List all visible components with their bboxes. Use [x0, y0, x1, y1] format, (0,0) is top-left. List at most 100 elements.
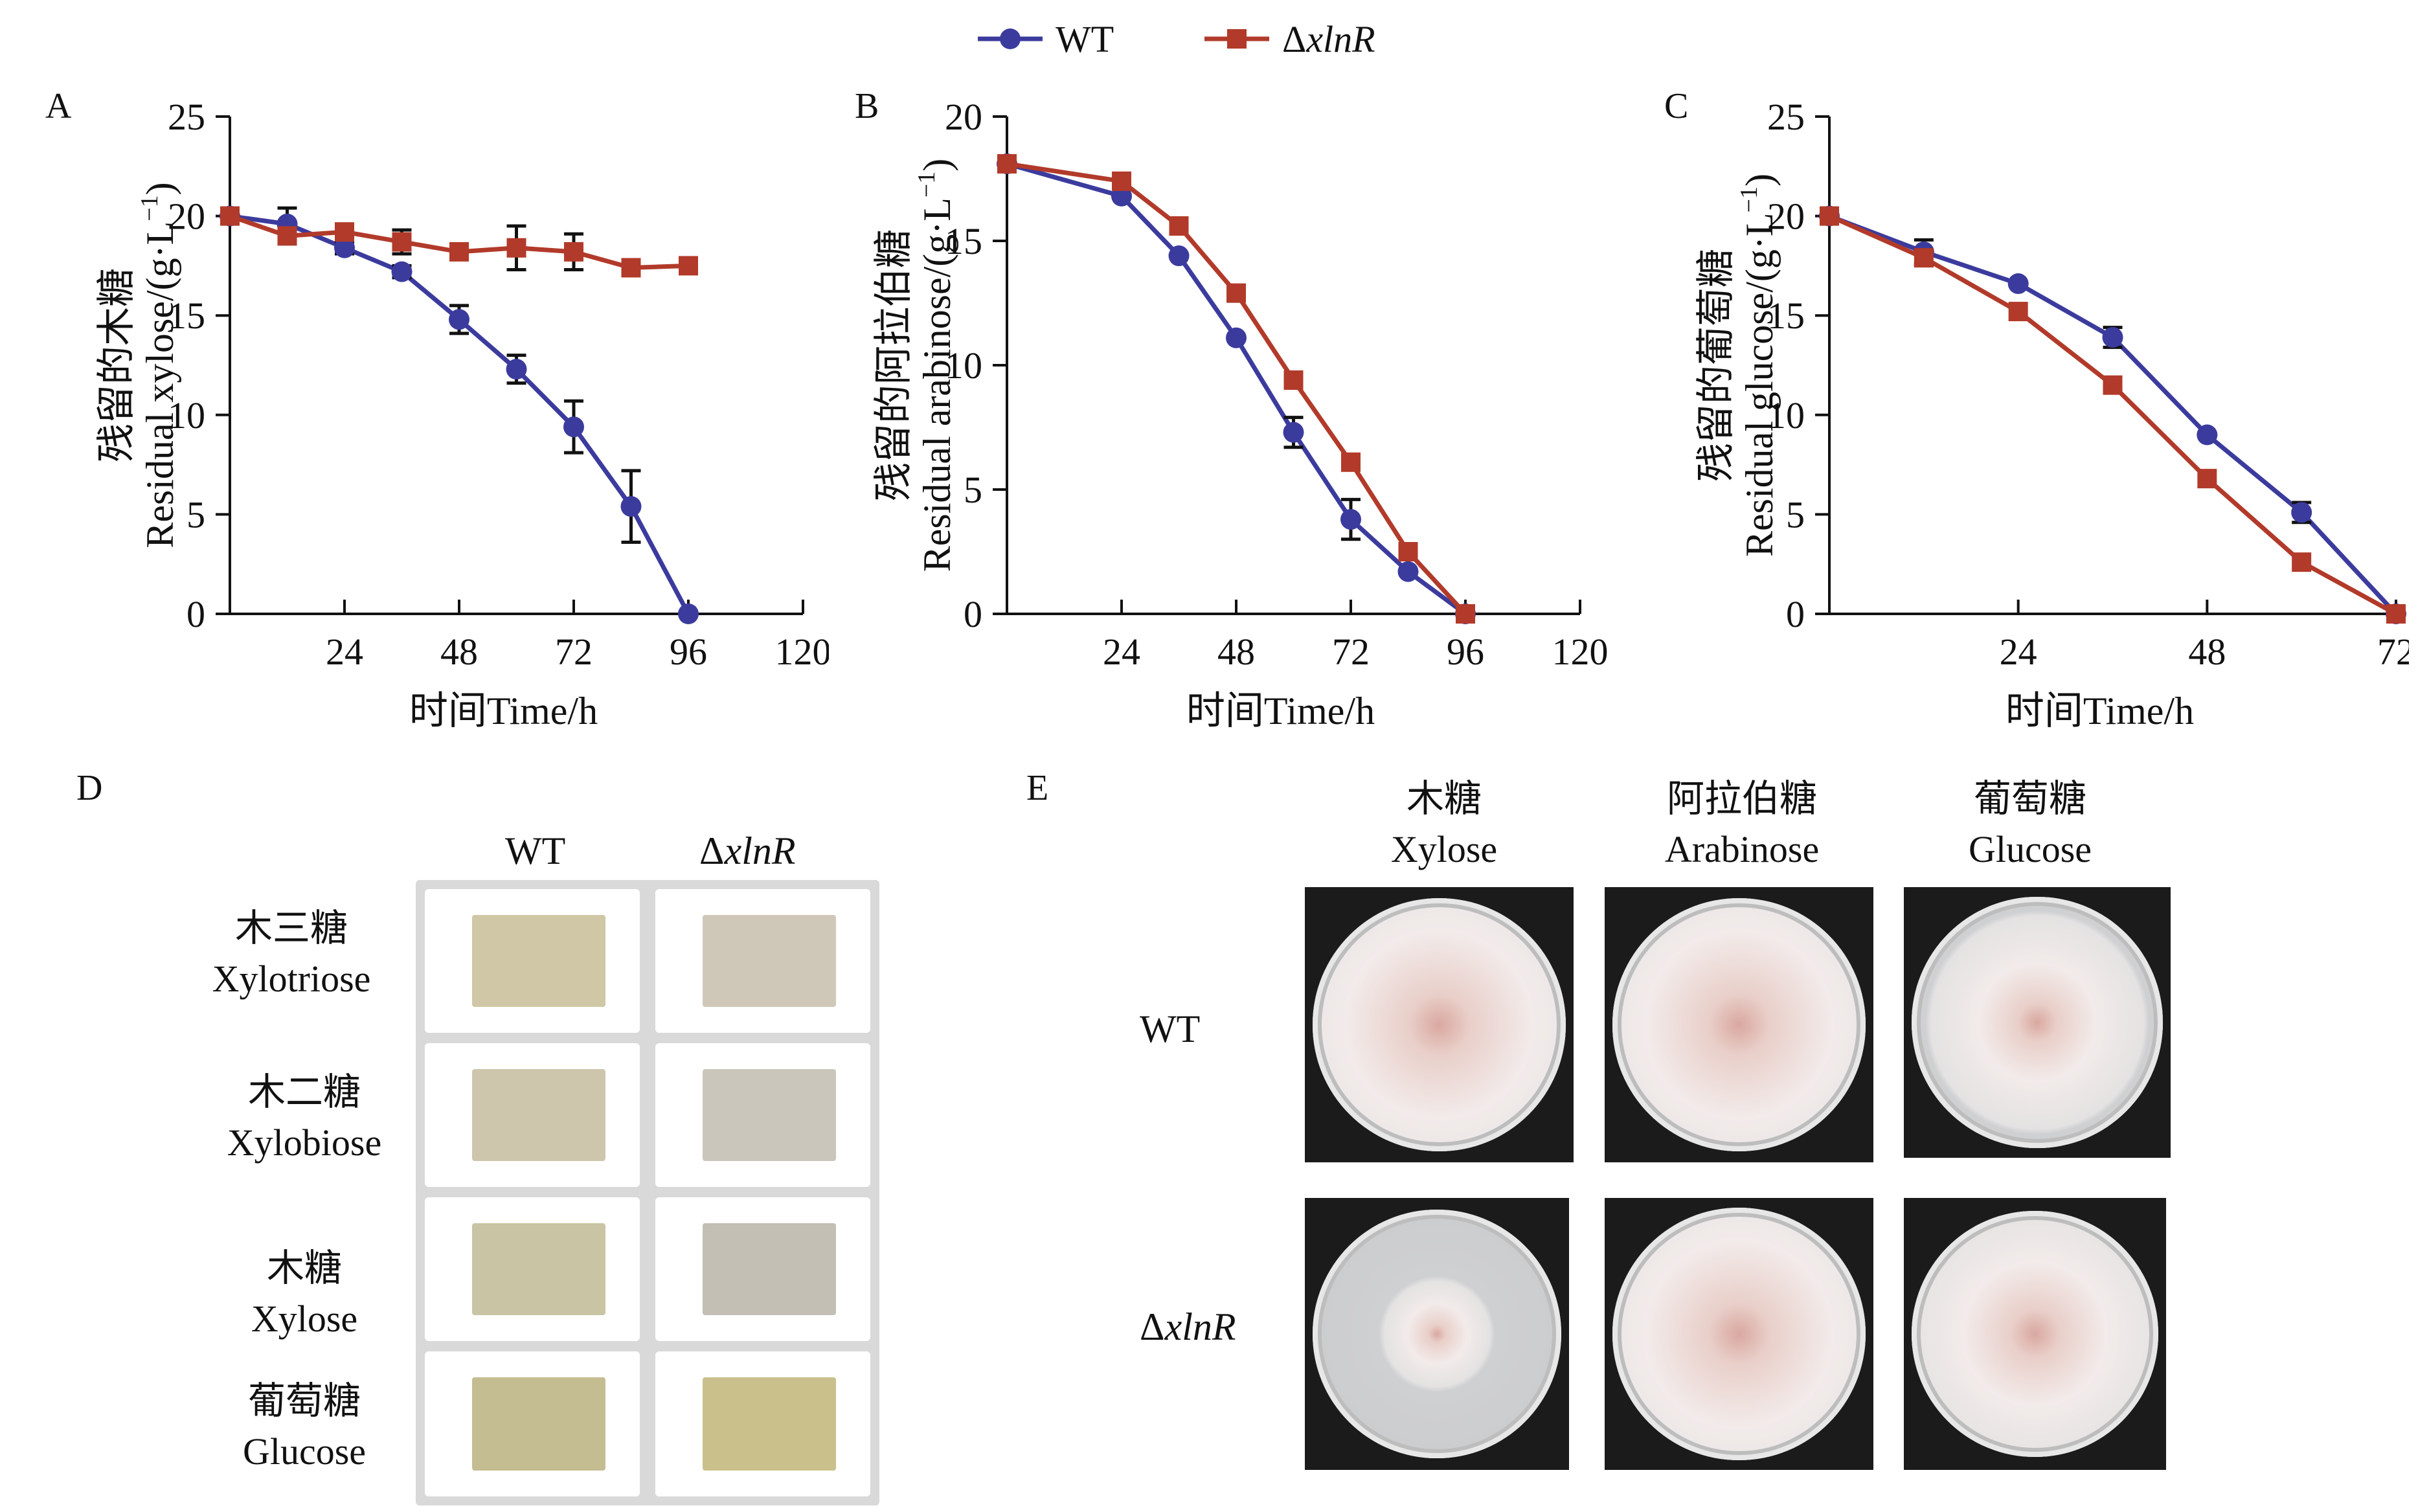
data-point-wt: [1397, 561, 1419, 582]
data-point-mut: [1820, 206, 1839, 226]
data-point-wt: [620, 496, 642, 517]
plate-mut-arabinose: [1605, 1198, 1873, 1470]
x-axis-label: 时间Time/h: [409, 690, 598, 732]
y-label-sup: −1: [136, 195, 163, 221]
data-point-wt: [1168, 245, 1190, 267]
well-content: [703, 1068, 836, 1162]
y-tick-label: 10: [945, 344, 982, 387]
panel-d-row-label-2: 木二糖 Xylobiose: [227, 1071, 382, 1164]
well-content: [703, 914, 836, 1008]
well-mut-xylose: [655, 1197, 870, 1341]
y-tick-label: 15: [945, 220, 982, 262]
data-point-mut: [621, 258, 641, 278]
data-point-mut: [1341, 452, 1361, 472]
x-tick-label: 48: [2188, 631, 2226, 673]
well-wt-xylobiose: [425, 1043, 640, 1187]
x-tick-label: 72: [1332, 631, 1370, 673]
petri-dish: [1912, 897, 2163, 1148]
data-point-mut: [277, 226, 297, 246]
x-tick-label: 48: [440, 631, 478, 673]
y-tick-label: 20: [945, 96, 982, 138]
y-axis-label-en: Residual xylose/(g·L−1): [136, 182, 181, 548]
panel-d-row-label-4: 葡萄糖 Glucose: [242, 1380, 367, 1473]
panel-e-col-label-3: 葡萄糖 Glucose: [1968, 778, 2092, 870]
y-tick-label: 15: [168, 295, 205, 337]
data-point-wt: [1340, 509, 1361, 530]
legend-wt-label: WT: [1056, 18, 1114, 60]
x-tick-label: 96: [670, 631, 707, 673]
data-point-wt: [2102, 326, 2123, 348]
well-content: [703, 1223, 836, 1316]
plate-mut-glucose: [1904, 1198, 2166, 1470]
series-line-0: [1006, 161, 1467, 616]
panel-d-col-mut: ΔxlnR: [699, 829, 796, 872]
data-point-mut: [2103, 375, 2123, 395]
panel-e-col-label-2: 阿拉伯糖 Arabinose: [1664, 778, 1820, 870]
y-tick-label: 10: [1767, 394, 1805, 436]
y-label-main: Residual glucose/(g·L: [1738, 212, 1781, 557]
data-point-mut: [392, 232, 412, 252]
series-line-0: [229, 214, 691, 615]
y-label-close: ): [1738, 174, 1781, 186]
panel-d-col-wt: WT: [505, 829, 566, 872]
data-point-wt: [678, 604, 699, 624]
well-mut-xylobiose: [655, 1043, 870, 1187]
plate-wt-arabinose: [1605, 887, 1873, 1162]
data-point-wt: [2291, 502, 2312, 523]
data-point-wt: [563, 416, 584, 438]
data-point-wt: [334, 237, 355, 258]
sugar-well-tray: [416, 880, 879, 1506]
data-point-wt: [1111, 185, 1132, 207]
data-point-wt: [506, 359, 527, 380]
petri-dish: [1912, 1210, 2158, 1458]
chart-c: C 0 5 10 15 20 25 24 48 72 时间Time/h 残留的葡萄糖 Residual …: [1664, 86, 2409, 732]
panel-e-row-mut: ΔxlnR: [1140, 1305, 1236, 1348]
data-point-mut: [2008, 302, 2028, 322]
data-point-wt: [449, 309, 469, 330]
panel-letter-d: D: [76, 768, 103, 808]
petri-dish: [1612, 898, 1866, 1151]
legend: WT ΔxlnR: [978, 18, 1375, 60]
data-point-mut: [2386, 604, 2406, 624]
x-tick-label: 120: [775, 631, 830, 673]
well-mut-glucose: [655, 1351, 870, 1496]
data-point-mut: [449, 242, 469, 262]
legend-mut-label: ΔxlnR: [1282, 18, 1375, 60]
y-axis-label-cn: 残留的阿拉伯糖: [872, 229, 915, 501]
plate-wt-glucose: [1904, 887, 2171, 1158]
data-point-mut: [2292, 552, 2312, 572]
panel-d-row-label-1: 木三糖 Xylotriose: [212, 907, 371, 1000]
well-mut-xylotriose: [655, 889, 870, 1033]
well-content: [472, 1377, 605, 1471]
data-point-mut: [679, 256, 698, 276]
x-axis-label: 时间Time/h: [2005, 690, 2194, 732]
data-point-mut: [2197, 469, 2217, 489]
data-point-mut: [997, 153, 1017, 174]
well-wt-xylose: [425, 1197, 640, 1341]
data-point-mut: [564, 242, 583, 262]
data-point-mut: [220, 206, 240, 226]
x-tick-label: 24: [1103, 631, 1140, 673]
panel-letter-e: E: [1026, 768, 1049, 808]
data-point-mut: [1914, 248, 1934, 268]
data-point-wt: [1283, 422, 1304, 443]
petri-dish: [1612, 1207, 1866, 1461]
plate-wt-xylose: [1305, 887, 1574, 1162]
y-label-main: Residual xylose/(g·L: [139, 221, 181, 548]
data-point-mut: [1283, 370, 1304, 390]
y-tick-label: 5: [1786, 493, 1805, 536]
x-tick-label: 72: [2377, 631, 2409, 673]
panel-letter: C: [1664, 86, 1688, 126]
y-tick-label: 5: [964, 469, 982, 511]
panel-d-row-label-3: 木糖 Xylose: [251, 1247, 358, 1340]
panel-e-row-wt: WT: [1140, 1008, 1201, 1050]
y-tick-label: 5: [186, 493, 205, 536]
plate-mut-xylose: [1305, 1198, 1569, 1470]
well-content: [472, 1223, 605, 1316]
y-tick-label: 0: [186, 593, 205, 635]
data-point-wt: [391, 261, 412, 282]
petri-dish: [1313, 1210, 1561, 1458]
panel-e-col-label-1: 木糖 Xylose: [1390, 778, 1498, 870]
y-tick-label: 25: [1767, 96, 1805, 138]
x-tick-label: 24: [2000, 631, 2037, 673]
